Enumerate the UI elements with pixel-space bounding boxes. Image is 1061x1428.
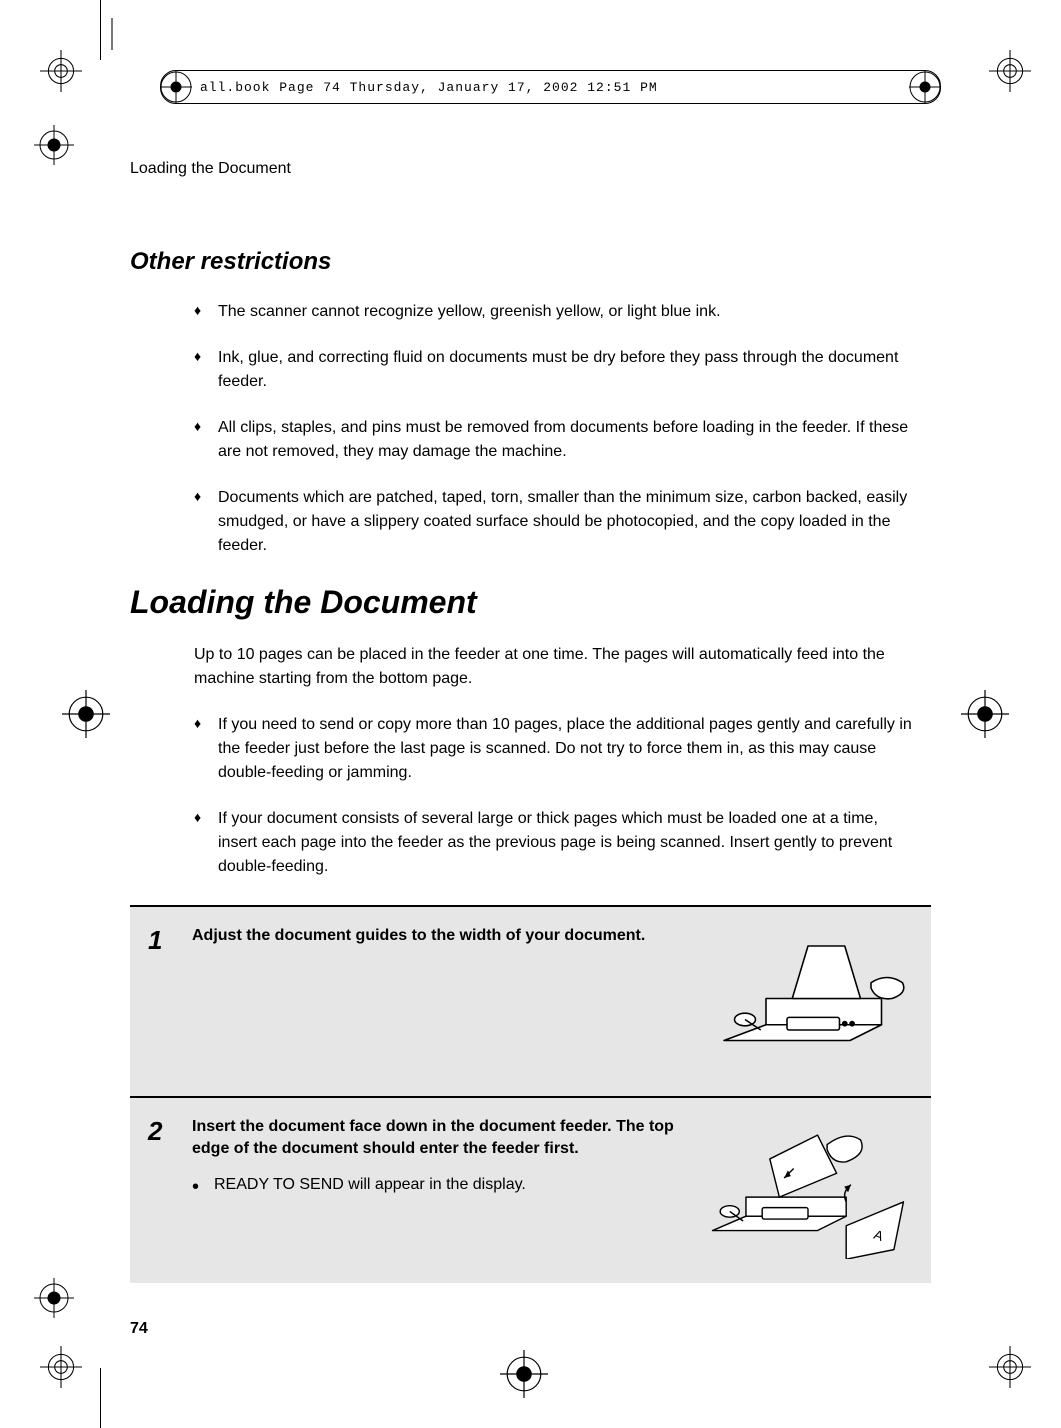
register-mark-icon: [62, 690, 110, 738]
register-mark-icon: [909, 71, 941, 103]
register-mark-icon: [961, 690, 1009, 738]
step-sub-item: READY TO SEND will appear in the display…: [192, 1173, 691, 1197]
register-mark-icon: [34, 1278, 74, 1318]
register-mark-icon: [989, 50, 1031, 92]
crop-line: [100, 1368, 101, 1428]
register-mark-icon: [40, 50, 82, 92]
register-mark-icon: [34, 125, 74, 165]
register-mark-icon: [160, 71, 192, 103]
list-item: Ink, glue, and correcting fluid on docum…: [194, 346, 919, 394]
running-head: Loading the Document: [130, 160, 931, 178]
list-item: If you need to send or copy more than 10…: [194, 713, 919, 785]
step-text: Insert the document face down in the doc…: [192, 1116, 691, 1159]
print-header-bar: all.book Page 74 Thursday, January 17, 2…: [160, 70, 941, 104]
crop-line: [100, 0, 101, 60]
step-number: 1: [148, 925, 192, 1072]
list-item: All clips, staples, and pins must be rem…: [194, 416, 919, 464]
step-text: Adjust the document guides to the width …: [192, 925, 691, 947]
print-header-text: all.book Page 74 Thursday, January 17, 2…: [200, 80, 658, 95]
step-block: 2 Insert the document face down in the d…: [130, 1098, 931, 1283]
register-mark-icon: [40, 1346, 82, 1388]
loading-notes-list: If you need to send or copy more than 10…: [130, 713, 931, 879]
register-mark-icon: [989, 1346, 1031, 1388]
page-number: 74: [130, 1320, 148, 1338]
step-number: 2: [148, 1116, 192, 1259]
fax-machine-illustration: [703, 925, 913, 1072]
step-block: 1 Adjust the document guides to the widt…: [130, 907, 931, 1096]
intro-paragraph: Up to 10 pages can be placed in the feed…: [194, 643, 919, 691]
register-mark-icon: [500, 1350, 548, 1398]
restrictions-list: The scanner cannot recognize yellow, gre…: [130, 300, 931, 558]
list-item: Documents which are patched, taped, torn…: [194, 486, 919, 558]
list-item: The scanner cannot recognize yellow, gre…: [194, 300, 919, 324]
fax-machine-insert-illustration: A: [703, 1116, 913, 1259]
steps-area: 1 Adjust the document guides to the widt…: [130, 905, 931, 1283]
chapter-title: Loading the Document: [130, 584, 931, 621]
section-title: Other restrictions: [130, 248, 931, 276]
list-item: If your document consists of several lar…: [194, 807, 919, 879]
